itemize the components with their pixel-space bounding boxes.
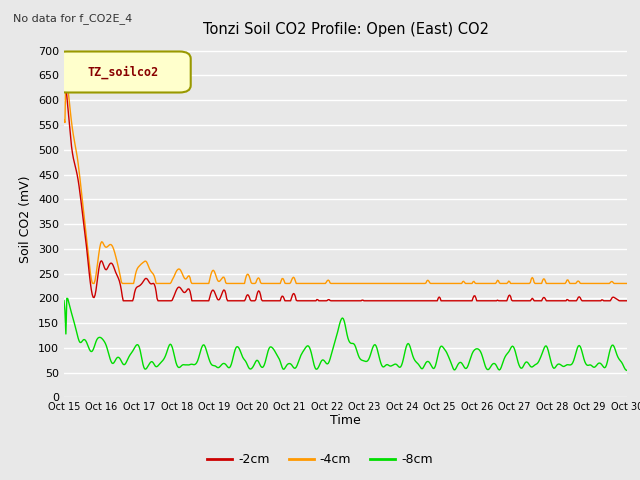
-4cm xyxy=(162,281,170,287)
Line: -8cm: -8cm xyxy=(64,298,627,371)
Line: -2cm: -2cm xyxy=(64,73,627,301)
-8cm xyxy=(485,366,493,372)
-2cm xyxy=(161,298,168,304)
Legend: -2cm, -4cm, -8cm: -2cm, -4cm, -8cm xyxy=(202,448,438,471)
-2cm xyxy=(60,70,68,76)
-8cm xyxy=(63,295,70,301)
-2cm xyxy=(120,298,127,304)
-2cm xyxy=(206,294,214,300)
-2cm xyxy=(393,298,401,304)
Line: -4cm: -4cm xyxy=(64,72,627,284)
Title: Tonzi Soil CO2 Profile: Open (East) CO2: Tonzi Soil CO2 Profile: Open (East) CO2 xyxy=(203,22,488,37)
-8cm xyxy=(161,355,168,360)
-4cm xyxy=(60,117,68,123)
-4cm xyxy=(486,281,494,287)
-4cm xyxy=(90,281,97,287)
-4cm xyxy=(623,281,631,287)
-4cm xyxy=(317,281,324,287)
Text: TZ_soilco2: TZ_soilco2 xyxy=(88,65,159,79)
Text: No data for f_CO2E_4: No data for f_CO2E_4 xyxy=(13,13,132,24)
-4cm xyxy=(438,281,446,287)
-2cm xyxy=(437,298,445,304)
-4cm xyxy=(394,281,402,287)
-4cm xyxy=(207,273,214,278)
-2cm xyxy=(623,298,631,304)
X-axis label: Time: Time xyxy=(330,414,361,427)
-4cm xyxy=(62,69,70,74)
Y-axis label: Soil CO2 (mV): Soil CO2 (mV) xyxy=(19,175,33,263)
-2cm xyxy=(485,298,493,304)
-8cm xyxy=(206,358,214,364)
-8cm xyxy=(623,368,631,373)
-8cm xyxy=(60,298,68,304)
-8cm xyxy=(316,361,324,367)
FancyBboxPatch shape xyxy=(56,51,191,93)
-2cm xyxy=(316,298,324,304)
-8cm xyxy=(437,343,445,349)
-8cm xyxy=(393,362,401,368)
